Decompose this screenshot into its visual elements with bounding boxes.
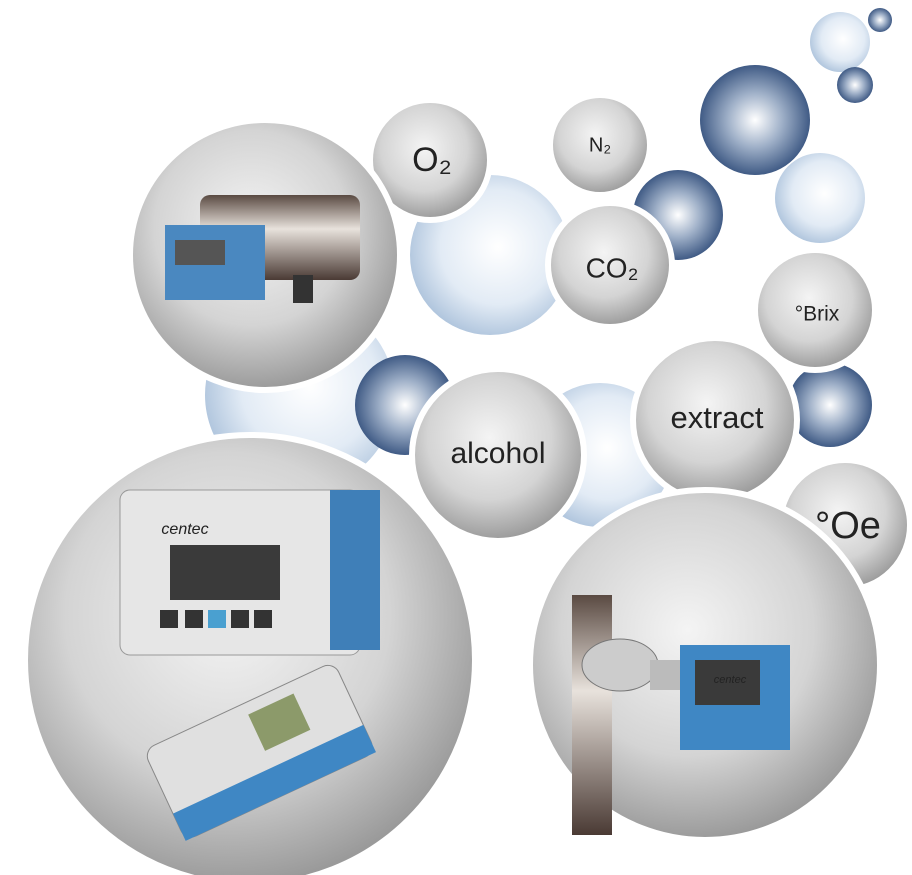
labels: O₂ N₂ CO₂ °Brix extract alcohol °Oe	[412, 134, 881, 547]
product-2: centec	[119, 489, 380, 841]
bubble-label: N₂	[589, 134, 611, 156]
bubble-label: O₂	[412, 141, 452, 179]
bubble-label: °Brix	[795, 303, 840, 326]
bubble-label: °Oe	[815, 505, 881, 547]
brand-text: centec	[714, 674, 747, 686]
product-3: centec	[572, 595, 790, 835]
product-1	[165, 195, 360, 303]
bubble-label: alcohol	[450, 437, 545, 470]
label-bubbles	[367, 92, 912, 593]
brand-text: centec	[161, 521, 208, 538]
bubble-label: CO₂	[586, 252, 639, 283]
bubble-label: extract	[670, 400, 763, 435]
